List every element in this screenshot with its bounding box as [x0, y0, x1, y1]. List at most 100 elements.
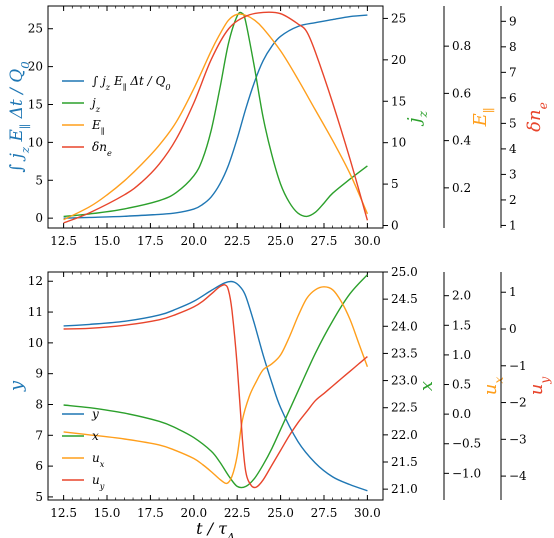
y-tick-label-r3: 5: [509, 116, 517, 130]
y-tick-label-r3: 6: [509, 91, 517, 105]
y-tick-label: 20: [28, 60, 43, 74]
y-tick-label-r2: 1.5: [452, 318, 471, 332]
y-tick-label-r1: 24.0: [391, 319, 418, 333]
y-tick-label-r2: 2.0: [452, 289, 471, 303]
legend-entry: y: [91, 407, 99, 421]
y-tick-label: 6: [35, 459, 43, 473]
y-tick-label-r1: 0: [391, 219, 399, 233]
series-line-1: [63, 280, 368, 492]
y-tick-label: 11: [28, 305, 43, 319]
y-tick-label-r1: 24.5: [391, 292, 418, 306]
series-line-2: [63, 11, 368, 218]
y-axis-label-r2: ux: [480, 377, 506, 396]
y-tick-label-r3: 9: [509, 14, 517, 28]
y-axis-label-left: ∫ jz E∥ Δt / Q0: [7, 61, 32, 173]
series-line-3: [63, 13, 369, 221]
x-tick-label: 20.0: [180, 506, 207, 520]
series-line-4: [63, 284, 368, 489]
y-tick-label: 5: [35, 173, 43, 187]
y-axis-label-r3: δne: [524, 102, 550, 132]
y-tick-label-r2: 0.6: [452, 86, 471, 100]
y-tick-label-r3: 3: [509, 167, 517, 181]
y-tick-label-r3: 4: [509, 142, 517, 156]
x-tick-label: 20.0: [180, 234, 207, 248]
series-line-1: [63, 14, 368, 219]
y-tick-label-r2: 0.4: [452, 134, 471, 148]
x-tick-label: 15.0: [94, 234, 121, 248]
y-tick-label-r3: 0: [509, 322, 517, 336]
y-tick-label-r3: 8: [509, 40, 517, 54]
y-tick-label-r2: −0.5: [452, 437, 481, 451]
legend-entry: E∥: [91, 118, 105, 136]
y-axis-label-r2: E∥: [470, 108, 496, 128]
y-tick-label: 15: [28, 97, 43, 111]
y-tick-label: 0: [35, 211, 43, 225]
y-tick-label-r2: 0.5: [452, 378, 471, 392]
y-tick-label-r1: 22.5: [391, 401, 418, 415]
y-tick-label-r3: −2: [509, 396, 527, 410]
legend-entry: δne: [92, 140, 112, 158]
y-tick-label-r2: 0.0: [452, 407, 471, 421]
y-axis-label-r1: jz: [404, 110, 430, 127]
y-tick-label-r1: 23.5: [391, 346, 418, 360]
x-tick-label: 12.5: [50, 506, 77, 520]
x-tick-label: 17.5: [137, 234, 164, 248]
y-tick-label-r3: −3: [509, 432, 527, 446]
x-tick-label: 12.5: [50, 234, 77, 248]
chart-panel-2: 12.5 15.0 17.5 20.0 22.5 25.0 27.5 30.0 t / τA 5 6…: [6, 265, 552, 538]
y-tick-label-r3: 1: [509, 218, 517, 232]
legend: yx ux uy: [62, 407, 105, 491]
chart-panel-1: 12.5 15.0 17.5 20.0 22.5 25.0 27.5 30.005101520…: [7, 5, 550, 248]
y-tick-label: 10: [28, 336, 43, 350]
legend-entry: ux: [92, 451, 105, 469]
y-tick-label-r3: 2: [509, 193, 517, 207]
y-axis-label-r1: x: [416, 381, 437, 391]
x-tick-label: 22.5: [224, 506, 251, 520]
x-tick-label: 17.5: [137, 506, 164, 520]
y-tick-label: 25: [28, 22, 43, 36]
y-tick-label-r1: 25: [391, 11, 406, 25]
series-line-4: [63, 11, 369, 224]
y-tick-label-r1: 23.0: [391, 374, 418, 388]
series-line-3: [63, 286, 369, 485]
y-tick-label-r1: 22.0: [391, 428, 418, 442]
y-tick-label-r1: 25.0: [391, 265, 418, 279]
y-tick-label-r3: −1: [509, 359, 527, 373]
y-tick-label-r1: 10: [391, 136, 406, 150]
y-tick-label: 7: [35, 428, 43, 442]
x-tick-label: 15.0: [94, 506, 121, 520]
x-tick-label: 27.5: [311, 506, 338, 520]
y-tick-label-r1: 5: [391, 177, 399, 191]
y-tick-label-r3: 7: [509, 65, 517, 79]
y-axis-label-r3: uy: [526, 376, 552, 396]
y-tick-label: 5: [35, 490, 43, 504]
y-tick-label: 8: [35, 397, 43, 411]
y-tick-label-r3: −4: [509, 469, 527, 483]
x-tick-label: 22.5: [224, 234, 251, 248]
y-tick-label-r2: 0.8: [452, 39, 471, 53]
y-tick-label: 10: [28, 135, 43, 149]
y-tick-label: 9: [35, 367, 43, 381]
x-tick-label: 30.0: [354, 234, 381, 248]
x-tick-label: 30.0: [354, 506, 381, 520]
y-tick-label-r2: 0.2: [452, 181, 471, 195]
y-tick-label-r3: 1: [509, 285, 517, 299]
legend-entry: uy: [92, 473, 105, 491]
y-tick-label: 12: [28, 274, 43, 288]
y-tick-label-r1: 15: [391, 94, 406, 108]
x-tick-label: 25.0: [267, 234, 294, 248]
legend-entry: x: [92, 429, 99, 443]
x-axis-label: t / τA: [196, 519, 235, 538]
x-tick-label: 27.5: [311, 234, 338, 248]
legend-entry: jz: [89, 96, 101, 114]
legend-entry: ∫ jz E∥ Δt / Q0: [92, 74, 171, 92]
x-tick-label: 25.0: [267, 506, 294, 520]
series-line-2: [63, 274, 368, 489]
y-tick-label-r2: −1.0: [452, 466, 481, 480]
y-tick-label-r1: 21.5: [391, 455, 418, 469]
legend: ∫ jz E∥ Δt / Q0 jz E∥ δne: [62, 74, 171, 158]
y-axis-label-left: y: [6, 380, 27, 392]
y-tick-label-r1: 20: [391, 53, 406, 67]
y-tick-label-r2: 1.0: [452, 348, 471, 362]
